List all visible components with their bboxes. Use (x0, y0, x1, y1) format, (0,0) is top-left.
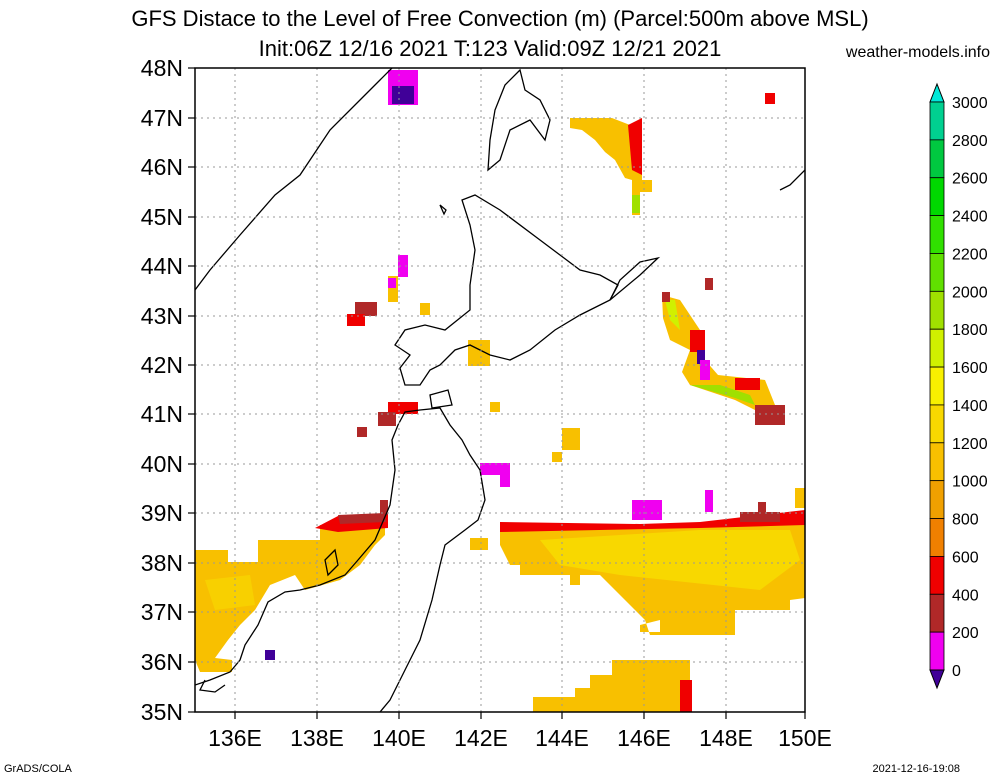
lon-label: 140E (372, 725, 426, 751)
lat-label: 35N (141, 699, 183, 725)
lat-label: 47N (141, 105, 183, 131)
colorbar-bin (929, 631, 945, 671)
lon-label: 142E (454, 725, 508, 751)
colorbar-bin (929, 139, 945, 179)
colorbar-bottom-arrow (929, 669, 945, 690)
colorbar-label: 600 (952, 549, 979, 566)
colorbar-label: 2000 (952, 284, 988, 301)
colorbar-label: 400 (952, 587, 979, 604)
colorbar-bin (929, 404, 945, 444)
lon-label: 150E (778, 725, 832, 751)
lat-label: 44N (141, 253, 183, 279)
lat-label: 36N (141, 649, 183, 675)
lat-label: 45N (141, 204, 183, 230)
colorbar-label: 2200 (952, 246, 988, 263)
lat-label: 38N (141, 550, 183, 576)
coastlines (195, 68, 805, 712)
footer-credit: GrADS/COLA (4, 763, 72, 775)
colorbar-label: 3000 (952, 95, 988, 112)
lat-label: 42N (141, 352, 183, 378)
colorbar-bin (929, 366, 945, 406)
footer-timestamp: 2021-12-16-19:08 (872, 763, 960, 775)
lon-label: 144E (535, 725, 589, 751)
lat-label: 40N (141, 451, 183, 477)
colorbar-bin (929, 290, 945, 330)
lon-label: 146E (617, 725, 671, 751)
lat-label: 37N (141, 599, 183, 625)
colorbar (929, 82, 945, 690)
colorbar-label: 1000 (952, 474, 988, 491)
colorbar-top-arrow (929, 82, 945, 103)
colorbar-label: 1200 (952, 436, 988, 453)
colorbar-bin (929, 177, 945, 217)
colorbar-bin (929, 328, 945, 368)
colorbar-label: 800 (952, 512, 979, 529)
colorbar-label: 2400 (952, 209, 988, 226)
colorbar-label: 2800 (952, 133, 988, 150)
colorbar-bin (929, 556, 945, 595)
lat-label: 46N (141, 154, 183, 180)
colorbar-bin (929, 593, 945, 633)
colorbar-label: 1400 (952, 398, 988, 415)
colorbar-bin (929, 215, 945, 254)
colorbar-label: 200 (952, 625, 979, 642)
colorbar-bin (929, 101, 945, 141)
map-subtitle: Init:06Z 12/16 2021 T:123 Valid:09Z 12/2… (258, 36, 722, 61)
map-title: GFS Distace to the Level of Free Convect… (131, 6, 869, 31)
colorbar-bin (929, 518, 945, 557)
lat-label: 39N (141, 500, 183, 526)
lat-label: 48N (141, 55, 183, 81)
colorbar-label: 1800 (952, 322, 988, 339)
map-frame (194, 67, 806, 713)
colorbar-bin (929, 480, 945, 519)
lon-label: 136E (208, 725, 262, 751)
lon-label: 148E (699, 725, 753, 751)
colorbar-label: 0 (952, 663, 961, 680)
lat-label: 41N (141, 401, 183, 427)
colorbar-bin (929, 442, 945, 482)
site-credit: weather-models.info (845, 44, 990, 61)
lat-label: 43N (141, 303, 183, 329)
colorbar-bin (929, 253, 945, 292)
colorbar-label: 2600 (952, 171, 988, 188)
convection-field (195, 70, 805, 712)
lon-label: 138E (290, 725, 344, 751)
colorbar-label: 1600 (952, 360, 988, 377)
